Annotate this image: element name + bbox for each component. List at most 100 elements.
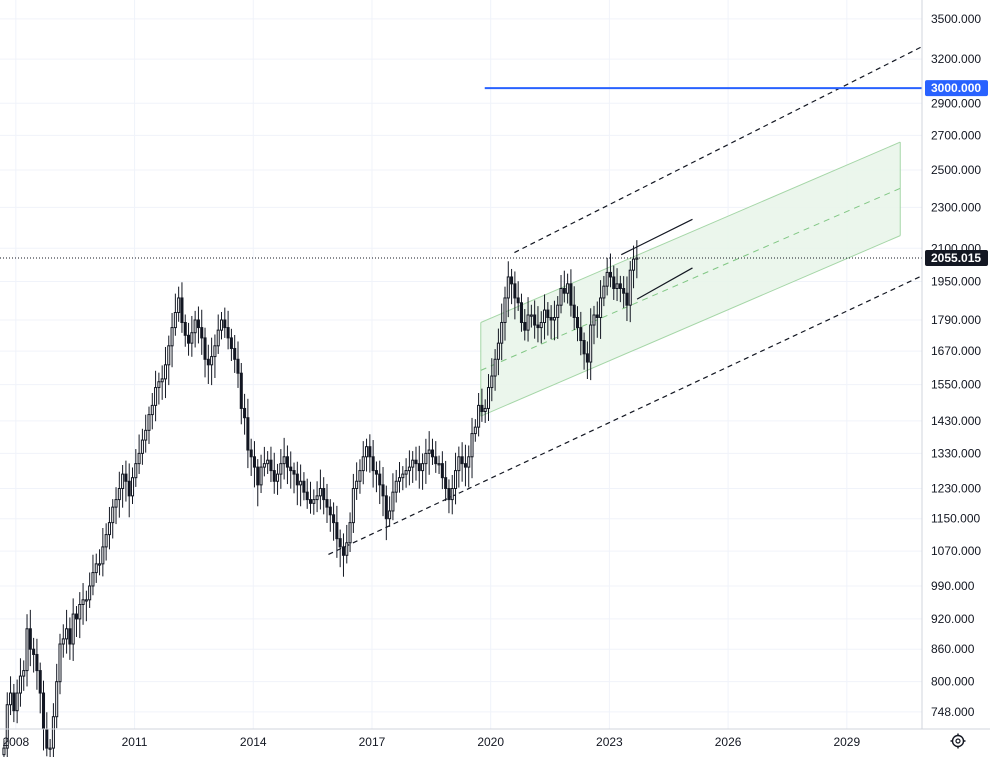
candle <box>589 308 593 381</box>
candle <box>592 305 596 345</box>
candle <box>454 452 458 505</box>
candle-body-up <box>88 585 92 601</box>
candle <box>282 437 286 480</box>
settings-gear-icon[interactable] <box>950 733 966 749</box>
candle <box>411 451 415 483</box>
candle-body-up <box>160 378 164 383</box>
candle-body-down <box>285 456 289 468</box>
candle <box>526 297 530 342</box>
candle <box>318 469 322 510</box>
candle-body-down <box>585 353 589 363</box>
candle-body-up <box>213 345 217 358</box>
price-tick-label: 920.000 <box>931 612 975 626</box>
candle <box>223 307 227 338</box>
candle <box>427 431 431 475</box>
grid <box>0 0 922 729</box>
time-tick-label: 2008 <box>2 735 29 749</box>
candle <box>68 617 72 660</box>
candle-body-up <box>111 506 115 524</box>
candle-body-up <box>632 258 636 271</box>
candle <box>252 441 256 488</box>
candle <box>88 572 92 608</box>
candle-body-up <box>98 563 102 566</box>
candle <box>569 269 573 317</box>
price-tick-label: 1550.000 <box>931 378 981 392</box>
candle-body-up <box>526 314 530 331</box>
candle <box>602 275 606 307</box>
candle-body-down <box>28 628 32 650</box>
candle <box>424 438 428 484</box>
candle <box>41 680 46 751</box>
candle-body-up <box>500 322 504 344</box>
candle-body-down <box>582 340 586 355</box>
candle <box>130 467 135 505</box>
candle-body-down <box>519 302 523 324</box>
level-price-label: 3000.000 <box>931 81 981 95</box>
candle-body-down <box>233 347 237 360</box>
candle <box>391 473 395 521</box>
candle <box>579 311 583 356</box>
candle <box>566 273 570 304</box>
candle <box>618 275 622 303</box>
candle-body-up <box>216 329 220 347</box>
candle <box>206 344 210 384</box>
candle <box>516 281 520 311</box>
candle-body-up <box>401 473 405 479</box>
candle <box>81 583 85 625</box>
time-axis[interactable]: 2008 2011 2014 2017 2020 2023 2026 2029 <box>0 728 990 749</box>
candle <box>414 446 418 481</box>
candle-body-down <box>256 466 260 486</box>
price-tick-label: 3200.000 <box>931 52 981 66</box>
candle <box>180 282 184 333</box>
candle <box>101 527 105 577</box>
candle <box>18 658 22 707</box>
candle-body-up <box>477 404 481 428</box>
candle <box>572 286 576 331</box>
time-tick-label: 2029 <box>833 735 860 749</box>
price-axis[interactable]: 3500.000 3200.000 2900.000 2700.000 2500.000… <box>921 0 990 729</box>
candle <box>203 327 207 378</box>
candle <box>163 346 167 399</box>
candle-body-up <box>84 599 88 602</box>
candle-body-down <box>289 466 293 472</box>
candle <box>127 463 131 518</box>
candle <box>483 399 487 423</box>
candle <box>546 302 550 336</box>
candle <box>328 499 332 532</box>
candle-body-up <box>404 470 408 475</box>
candle <box>365 438 369 472</box>
candle-body-up <box>137 452 141 465</box>
candle-body-down <box>546 309 550 318</box>
candle-body-up <box>9 692 13 706</box>
candle-body-down <box>447 487 451 501</box>
candle <box>348 512 352 553</box>
candle <box>490 358 494 402</box>
price-tick-label: 1230.000 <box>931 481 981 495</box>
candle-body-down <box>341 546 345 556</box>
candle <box>233 334 237 373</box>
candle-body-down <box>249 449 253 458</box>
candle-body-up <box>315 495 319 501</box>
candle <box>107 506 111 550</box>
candle <box>552 300 556 341</box>
candle-body-up <box>450 487 454 501</box>
candle-body-down <box>608 271 612 278</box>
candle-body-up <box>170 327 174 347</box>
candle <box>529 304 533 328</box>
candle <box>384 485 388 541</box>
candle-body-down <box>124 473 128 482</box>
candle-body-up <box>121 473 125 489</box>
candle-body-down <box>183 322 187 336</box>
candle-body-up <box>486 387 491 409</box>
candle <box>266 451 270 474</box>
candle-body-down <box>127 480 131 497</box>
candle-body-up <box>81 599 85 606</box>
candle <box>140 428 144 465</box>
candle-body-down <box>38 670 42 694</box>
price-tick-label: 1950.000 <box>931 275 981 289</box>
channel-upper-edge <box>480 141 901 323</box>
candle <box>305 478 309 509</box>
candle <box>144 414 148 453</box>
